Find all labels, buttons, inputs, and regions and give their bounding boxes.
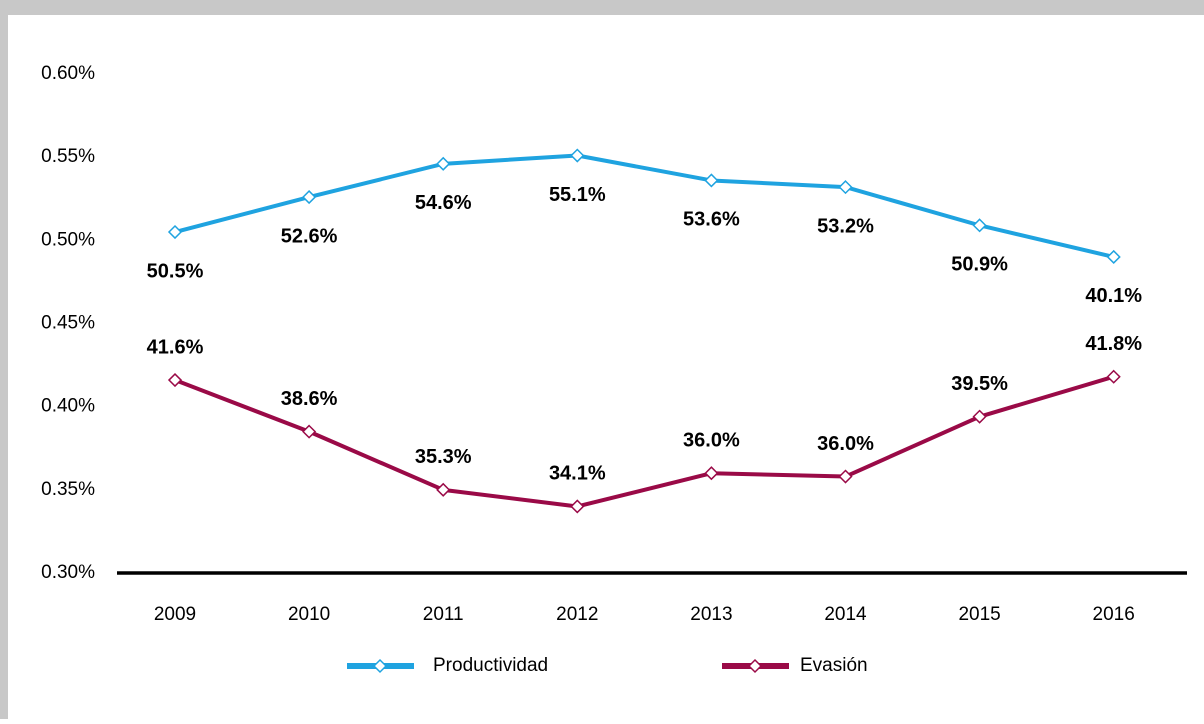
series-line [174,374,1115,509]
data-label: 52.6% [281,225,338,247]
x-tick-label: 2015 [958,604,1000,625]
y-tick-label: 0.35% [41,479,95,500]
point-marker [838,180,853,195]
y-tick-label: 0.40% [41,396,95,417]
data-label: 34.1% [549,463,606,485]
y-tick-label: 0.60% [41,63,95,84]
data-label: 55.1% [549,184,606,206]
x-tick-label: 2011 [423,604,464,625]
x-tick-label: 2012 [556,604,598,625]
point-marker [167,372,183,388]
data-label: 41.6% [147,336,204,358]
legend-marker [372,658,388,674]
y-tick-label: 0.45% [41,313,95,334]
left-border [0,0,8,719]
y-tick-label: 0.30% [41,562,95,583]
data-label: 38.6% [281,388,338,410]
point-marker [167,224,183,240]
point-marker [972,409,987,424]
x-tick-label: 2009 [154,604,196,625]
point-marker [704,466,719,481]
point-marker [704,173,719,188]
y-tick-label: 0.55% [41,146,95,167]
x-tick-label: 2016 [1093,604,1135,625]
point-marker [972,218,987,233]
data-label: 53.2% [817,215,874,237]
point-marker [302,424,317,439]
point-marker [436,482,451,497]
point-marker [302,190,317,205]
y-tick-label: 0.50% [41,229,95,250]
data-label: 54.6% [415,192,472,214]
data-label: 36.0% [817,433,874,455]
data-label: 36.0% [683,429,740,451]
data-label: 50.9% [951,254,1008,276]
point-marker [570,148,585,163]
point-marker [1106,249,1121,265]
point-marker [570,499,585,514]
x-tick-label: 2013 [690,604,732,625]
x-tick-label: 2014 [824,604,867,625]
data-label: 40.1% [1085,285,1142,307]
data-label: 53.6% [683,209,740,231]
data-label: 39.5% [951,373,1008,395]
data-label: 35.3% [415,446,472,468]
top-border [0,0,1204,15]
point-marker [436,156,451,171]
point-marker [1106,369,1121,384]
data-label: 41.8% [1085,333,1142,355]
legend-label: Productividad [433,655,548,676]
x-tick-label: 2010 [288,604,330,625]
legend-label: Evasión [800,655,868,676]
series-line [174,153,1115,259]
data-label: 50.5% [147,260,204,282]
legend-marker [747,658,763,674]
point-marker [838,469,853,484]
